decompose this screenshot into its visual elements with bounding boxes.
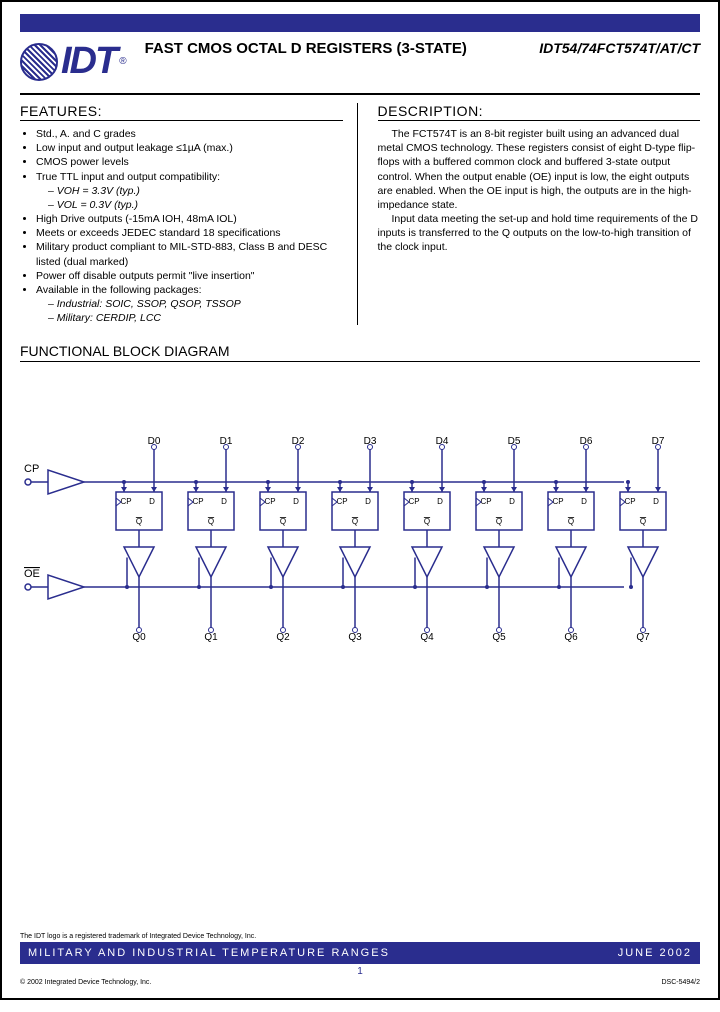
footer-left: MILITARY AND INDUSTRIAL TEMPERATURE RANG… <box>28 947 390 959</box>
svg-text:Q: Q <box>640 517 646 526</box>
svg-text:Q4: Q4 <box>420 632 434 643</box>
feature-item: Power off disable outputs permit "live i… <box>36 269 343 283</box>
feature-item: Std., A. and C grades <box>36 127 343 141</box>
header-row: IDT ® FAST CMOS OCTAL D REGISTERS (3-STA… <box>20 40 700 83</box>
svg-text:Q3: Q3 <box>348 632 362 643</box>
page-number: 1 <box>20 966 700 977</box>
feature-item: Low input and output leakage ≤1µA (max.) <box>36 141 343 155</box>
svg-text:Q: Q <box>208 517 214 526</box>
svg-text:CP: CP <box>408 497 419 506</box>
svg-text:Q2: Q2 <box>276 632 290 643</box>
svg-text:CP: CP <box>480 497 491 506</box>
feature-sub-item: Industrial: SOIC, SSOP, QSOP, TSSOP <box>48 297 343 311</box>
title-block: FAST CMOS OCTAL D REGISTERS (3-STATE) <box>145 40 522 58</box>
main-title: FAST CMOS OCTAL D REGISTERS (3-STATE) <box>145 40 522 58</box>
feature-item: True TTL input and output compatibility:… <box>36 170 343 213</box>
logo-text: IDT <box>61 40 116 83</box>
feature-item: High Drive outputs (-15mA IOH, 48mA IOL) <box>36 212 343 226</box>
svg-text:CP: CP <box>192 497 203 506</box>
svg-text:CP: CP <box>552 497 563 506</box>
svg-text:Q0: Q0 <box>132 632 146 643</box>
feature-sub-item: VOL = 0.3V (typ.) <box>48 198 343 212</box>
trademark-note: The IDT logo is a registered trademark o… <box>20 933 700 940</box>
feature-item: CMOS power levels <box>36 155 343 169</box>
features-column: FEATURES: Std., A. and C gradesLow input… <box>20 103 358 325</box>
svg-text:CP: CP <box>120 497 131 506</box>
block-diagram-svg: CPOED0CPDQQ0D1CPDQQ1D2CPDQQ2D3CPDQQ3D4CP… <box>20 372 680 672</box>
copyright-row: © 2002 Integrated Device Technology, Inc… <box>20 979 700 986</box>
footer-right: JUNE 2002 <box>618 947 692 959</box>
svg-text:Q6: Q6 <box>564 632 578 643</box>
content-columns: FEATURES: Std., A. and C gradesLow input… <box>20 103 700 325</box>
top-bar <box>20 14 700 32</box>
svg-text:Q: Q <box>496 517 502 526</box>
description-heading: DESCRIPTION: <box>378 103 701 121</box>
feature-item: Meets or exceeds JEDEC standard 18 speci… <box>36 226 343 240</box>
feature-item: Military product compliant to MIL-STD-88… <box>36 240 343 268</box>
svg-text:D: D <box>581 497 587 506</box>
block-diagram: CPOED0CPDQQ0D1CPDQQ1D2CPDQQ2D3CPDQQ3D4CP… <box>20 372 700 692</box>
svg-text:D: D <box>653 497 659 506</box>
svg-text:OE: OE <box>24 568 40 580</box>
feature-sub-item: Military: CERDIP, LCC <box>48 311 343 325</box>
features-list: Std., A. and C gradesLow input and outpu… <box>20 127 343 325</box>
svg-text:D: D <box>293 497 299 506</box>
logo-tm: ® <box>119 56 126 67</box>
svg-text:Q: Q <box>424 517 430 526</box>
description-para-1: The FCT574T is an 8-bit register built u… <box>378 127 701 212</box>
feature-item: Available in the following packages:Indu… <box>36 283 343 326</box>
svg-text:D: D <box>365 497 371 506</box>
footer-bar: MILITARY AND INDUSTRIAL TEMPERATURE RANG… <box>20 942 700 964</box>
svg-text:Q1: Q1 <box>204 632 218 643</box>
svg-text:Q5: Q5 <box>492 632 506 643</box>
svg-text:Q: Q <box>280 517 286 526</box>
svg-text:CP: CP <box>264 497 275 506</box>
part-number: IDT54/74FCT574T/AT/CT <box>539 40 700 56</box>
header-rule <box>20 93 700 95</box>
svg-text:Q: Q <box>352 517 358 526</box>
svg-text:D: D <box>509 497 515 506</box>
description-column: DESCRIPTION: The FCT574T is an 8-bit reg… <box>378 103 701 325</box>
features-heading: FEATURES: <box>20 103 343 121</box>
svg-text:Q: Q <box>568 517 574 526</box>
copyright: © 2002 Integrated Device Technology, Inc… <box>20 979 151 986</box>
svg-text:D: D <box>437 497 443 506</box>
svg-text:CP: CP <box>24 463 39 475</box>
feature-sub-item: VOH = 3.3V (typ.) <box>48 184 343 198</box>
svg-text:Q7: Q7 <box>636 632 650 643</box>
svg-text:CP: CP <box>624 497 635 506</box>
svg-text:D: D <box>149 497 155 506</box>
svg-text:D: D <box>221 497 227 506</box>
logo-globe-icon <box>20 43 58 81</box>
svg-text:Q: Q <box>136 517 142 526</box>
logo: IDT ® <box>20 40 127 83</box>
svg-text:CP: CP <box>336 497 347 506</box>
doc-code: DSC-5494/2 <box>661 979 700 986</box>
datasheet-page: IDT ® FAST CMOS OCTAL D REGISTERS (3-STA… <box>0 0 720 1000</box>
description-para-2: Input data meeting the set-up and hold t… <box>378 212 701 255</box>
block-diagram-heading: FUNCTIONAL BLOCK DIAGRAM <box>20 343 700 362</box>
